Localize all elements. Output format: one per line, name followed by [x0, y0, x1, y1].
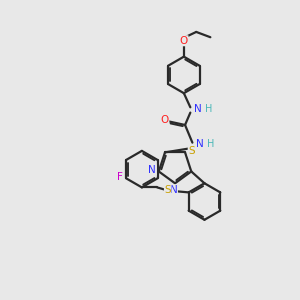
Text: N: N: [148, 165, 156, 175]
Text: O: O: [180, 36, 188, 46]
Text: F: F: [117, 172, 122, 182]
Text: H: H: [205, 104, 212, 114]
Text: S: S: [164, 185, 171, 195]
Text: S: S: [188, 146, 195, 156]
Text: O: O: [160, 115, 169, 125]
Text: H: H: [207, 139, 214, 149]
Text: N: N: [170, 185, 177, 195]
Text: N: N: [194, 104, 202, 114]
Text: N: N: [196, 139, 204, 149]
